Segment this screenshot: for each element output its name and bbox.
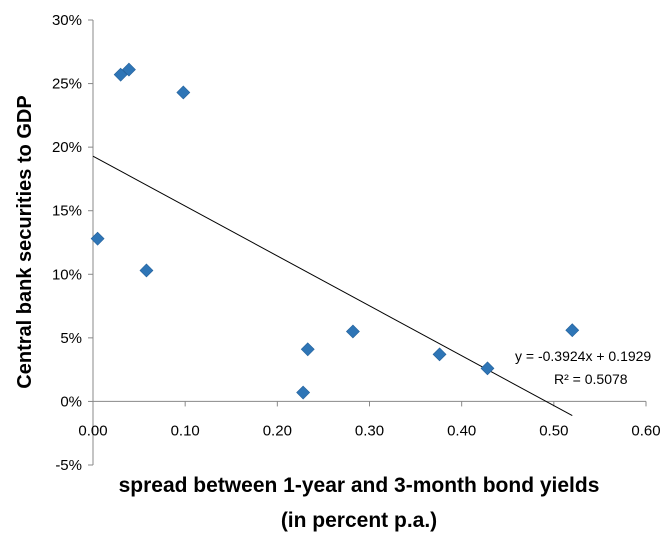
data-point	[345, 324, 360, 339]
trendline	[92, 155, 573, 417]
data-point	[300, 342, 315, 357]
data-point	[139, 263, 154, 278]
x-tick-label: 0.20	[263, 422, 292, 439]
x-tick-label: 0.60	[631, 422, 660, 439]
data-point	[122, 62, 136, 77]
y-tick-group: -5% 0% 5% 10% 15% 20% 25% 30%	[52, 12, 93, 474]
y-tick-label: -5%	[55, 457, 82, 474]
x-axis-title-line-2: (in percent p.a.)	[281, 509, 437, 532]
x-tick-label: 0.50	[539, 422, 568, 439]
x-tick-label: 0.00	[78, 422, 107, 439]
x-axis-title-line-1: spread between 1-year and 3-month bond y…	[119, 474, 600, 497]
y-tick-label: 20%	[52, 139, 82, 156]
axes	[92, 20, 646, 465]
data-point	[176, 85, 191, 100]
x-tick-label: 0.40	[447, 422, 476, 439]
x-tick-label: 0.10	[171, 422, 200, 439]
x-tick-label: 0.30	[355, 422, 384, 439]
data-point	[296, 385, 311, 400]
data-point	[90, 231, 105, 246]
y-axis-title: Central bank securities to GDP	[14, 95, 36, 388]
y-tick-label: 25%	[52, 76, 82, 93]
data-points	[90, 62, 580, 400]
y-tick-label: 5%	[60, 330, 82, 347]
data-point	[432, 347, 447, 362]
y-tick-label: 30%	[52, 12, 82, 29]
trendline-equation: y = -0.3924x + 0.1929	[515, 348, 651, 364]
y-tick-label: 15%	[52, 203, 82, 220]
data-point	[480, 361, 495, 376]
y-tick-label: 0%	[60, 393, 82, 410]
r-squared-label: R² = 0.5078	[554, 371, 628, 387]
y-tick-label: 10%	[52, 266, 82, 283]
data-point	[565, 323, 580, 338]
x-tick-group: 0.00 0.10 0.20 0.30 0.40 0.50 0.60	[78, 401, 661, 439]
